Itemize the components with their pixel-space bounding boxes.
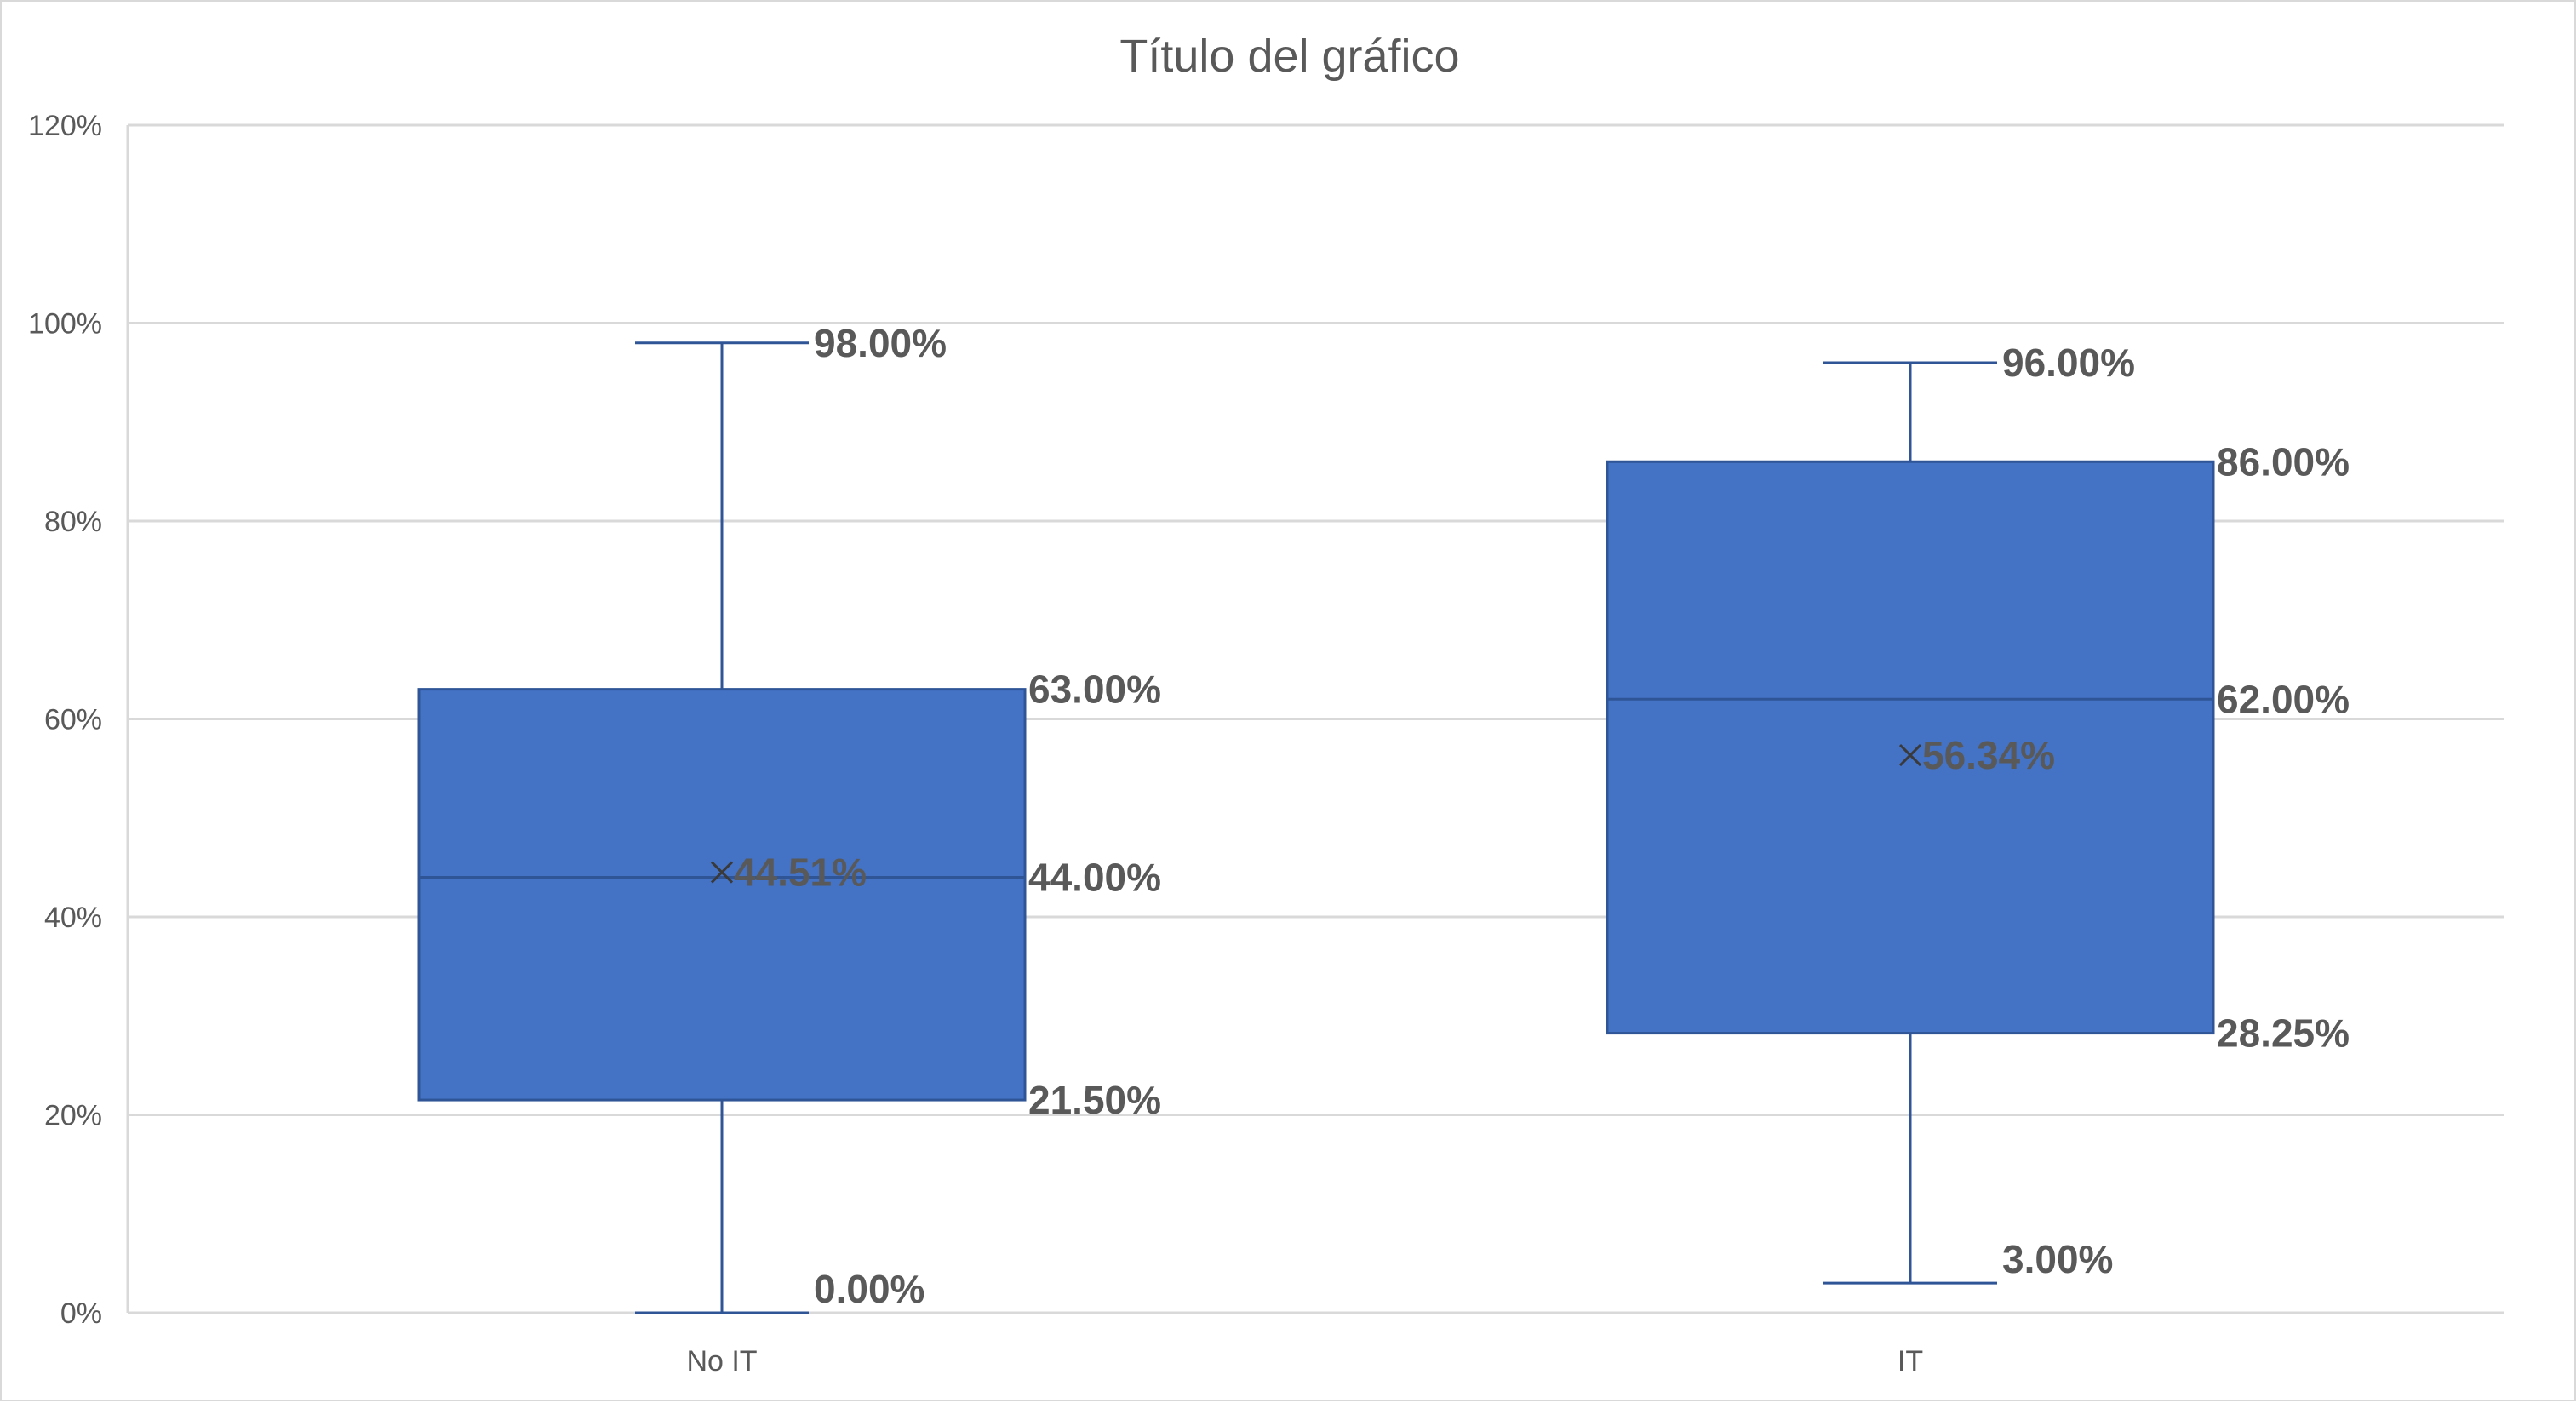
data-label-median: 44.00% [1028,856,1161,900]
box-no-it [417,688,1027,1102]
data-label-max: 98.00% [814,321,947,365]
data-label-q3: 86.00% [2217,439,2350,484]
data-label-median: 62.00% [2217,677,2350,721]
x-category-label: IT [1898,1345,1923,1377]
box-series [417,341,2215,1314]
data-label-q1: 28.25% [2217,1011,2350,1056]
chart-title: Título del gráfico [1119,31,1459,82]
y-tick-label: 0% [60,1297,102,1330]
y-tick-label: 120% [28,110,102,142]
mean-marker [710,861,734,884]
data-label-min: 3.00% [2002,1237,2113,1281]
data-label-mean: 56.34% [1922,733,2055,777]
y-tick-label: 20% [44,1100,102,1132]
y-axis: 0% 20% 40% 60% 80% 100% 120% No IT IT [28,110,1923,1377]
data-label-max: 96.00% [2002,341,2135,385]
data-labels: 98.00% 0.00% 63.00% 44.00% 21.50% 44.51% 96.00… [734,321,2350,1311]
data-label-q3: 63.00% [1028,667,1161,712]
x-category-label: No IT [686,1345,757,1377]
y-tick-label: 100% [28,308,102,341]
data-label-mean: 44.51% [734,850,867,895]
y-tick-label: 60% [44,704,102,736]
data-label-q1: 21.50% [1028,1078,1161,1122]
y-tick-label: 80% [44,506,102,538]
y-tick-label: 40% [44,902,102,934]
data-label-min: 0.00% [814,1267,924,1311]
mean-marker [1898,743,1922,767]
box-it [1606,460,2215,1035]
